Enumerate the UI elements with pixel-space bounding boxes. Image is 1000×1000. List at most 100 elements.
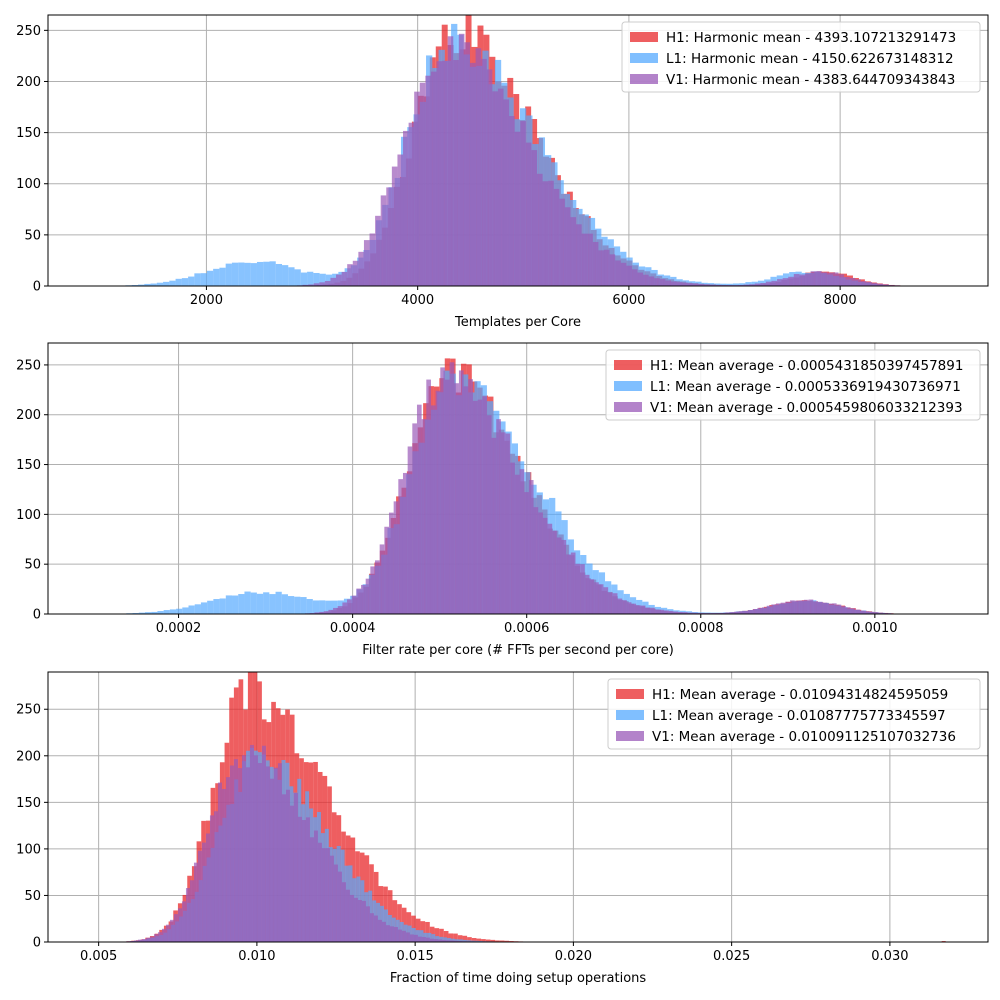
histogram-bar-H1 xyxy=(471,938,477,942)
histogram-bar-V1 xyxy=(873,612,879,614)
histogram-bar-H1 xyxy=(453,933,458,942)
histogram-bar-V1 xyxy=(277,763,282,942)
histogram-bar-V1 xyxy=(357,899,362,942)
histogram-bar-V1 xyxy=(866,282,872,286)
histogram-bar-L1 xyxy=(300,272,308,286)
histogram-bar-V1 xyxy=(771,604,777,614)
histogram-bar-V1 xyxy=(145,937,150,942)
legend-swatch-H1 xyxy=(614,360,642,370)
histogram-bar-V1 xyxy=(620,262,627,286)
histogram-bar-V1 xyxy=(225,777,230,942)
histogram-bar-V1 xyxy=(754,283,761,286)
histogram-bar-L1 xyxy=(275,591,282,614)
histogram-bar-V1 xyxy=(804,273,811,286)
histogram-bar-L1 xyxy=(250,592,257,614)
histogram-bar-V1 xyxy=(799,600,804,614)
histogram-bar-V1 xyxy=(449,362,455,614)
histogram-bar-V1 xyxy=(425,937,430,942)
histogram-bar-V1 xyxy=(197,850,202,942)
histogram-bar-V1 xyxy=(687,612,693,614)
histogram-bar-V1 xyxy=(587,233,593,286)
histogram-bar-H1 xyxy=(504,940,510,942)
histogram-bar-H1 xyxy=(485,939,491,942)
histogram-bar-L1 xyxy=(232,595,239,614)
histogram-bar-V1 xyxy=(640,605,646,614)
histogram-bar-V1 xyxy=(426,379,431,614)
histogram-bar-V1 xyxy=(678,612,683,614)
histogram-bar-V1 xyxy=(612,593,618,614)
histogram-bar-V1 xyxy=(189,880,194,942)
histogram-bar-V1 xyxy=(598,250,605,286)
histogram-bar-V1 xyxy=(384,526,389,614)
histogram-bar-V1 xyxy=(161,928,166,942)
histogram-bar-L1 xyxy=(138,284,145,286)
histogram-bar-V1 xyxy=(253,755,258,942)
histogram-bar-L1 xyxy=(175,278,182,286)
legend-swatch-L1 xyxy=(616,710,644,720)
histogram-bar-V1 xyxy=(177,908,182,942)
histogram-bar-V1 xyxy=(454,383,459,614)
histogram-bar-V1 xyxy=(141,939,146,942)
histogram-bar-V1 xyxy=(389,926,394,942)
histogram-bar-V1 xyxy=(673,611,679,614)
histogram-bar-V1 xyxy=(738,611,744,614)
histogram-bar-V1 xyxy=(850,608,856,614)
histogram-bar-V1 xyxy=(464,42,471,286)
histogram-bar-V1 xyxy=(314,612,320,614)
histogram-bar-V1 xyxy=(442,60,448,286)
histogram-bar-V1 xyxy=(369,233,376,286)
histogram-bar-V1 xyxy=(137,939,142,942)
histogram-bar-H1 xyxy=(499,940,505,942)
histogram-bar-V1 xyxy=(205,833,210,942)
histogram-bar-V1 xyxy=(749,284,755,286)
histogram-bar-V1 xyxy=(369,913,374,942)
x-tick-label: 4000 xyxy=(401,293,434,308)
histogram-bar-V1 xyxy=(810,271,817,286)
series-V1-bars xyxy=(125,744,474,942)
histogram-bar-V1 xyxy=(297,816,302,942)
histogram-bar-L1 xyxy=(319,600,326,614)
histogram-bar-V1 xyxy=(401,930,406,942)
histogram-bar-V1 xyxy=(808,599,814,614)
histogram-bar-L1 xyxy=(325,274,333,286)
histogram-bar-V1 xyxy=(375,560,380,614)
histogram-bar-V1 xyxy=(386,187,392,286)
histogram-bar-V1 xyxy=(748,610,753,614)
histogram-bar-V1 xyxy=(676,282,683,286)
histogram-bar-V1 xyxy=(592,241,599,286)
legend: H1: Mean average - 0.0005431850397457891… xyxy=(605,349,981,421)
histogram-bar-L1 xyxy=(244,591,251,614)
histogram-bar-L1 xyxy=(250,263,257,286)
histogram-bar-V1 xyxy=(771,280,778,286)
histogram-bar-V1 xyxy=(598,584,604,614)
series-V1-bars xyxy=(305,362,893,614)
histogram-bar-L1 xyxy=(150,283,157,286)
histogram-bar-V1 xyxy=(217,782,222,942)
histogram-bar-V1 xyxy=(720,612,725,614)
histogram-bar-L1 xyxy=(745,282,752,286)
histogram-bar-V1 xyxy=(710,284,716,286)
histogram-bar-V1 xyxy=(430,71,437,286)
x-axis-label: Filter rate per core (# FFTs per second … xyxy=(362,643,674,658)
histogram-bar-V1 xyxy=(693,283,699,286)
histogram-bar-L1 xyxy=(474,940,479,942)
histogram-bar-V1 xyxy=(822,602,828,614)
histogram-bar-V1 xyxy=(133,940,138,942)
histogram-bar-V1 xyxy=(313,283,320,286)
histogram-bar-L1 xyxy=(427,932,432,942)
histogram-bar-V1 xyxy=(414,91,420,286)
histogram-bar-L1 xyxy=(163,610,170,614)
histogram-bar-V1 xyxy=(609,254,616,286)
histogram-bar-V1 xyxy=(542,517,548,614)
y-tick-label: 200 xyxy=(16,75,41,90)
legend-swatch-V1 xyxy=(630,74,658,84)
histogram-bar-V1 xyxy=(201,842,206,942)
x-tick-label: 0.030 xyxy=(871,949,908,964)
histogram-bar-V1 xyxy=(285,789,290,942)
histogram-bar-V1 xyxy=(319,611,324,614)
histogram-bar-V1 xyxy=(832,272,839,286)
legend-label-V1: V1: Mean average - 0.010091125107032736 xyxy=(652,729,956,745)
histogram-bar-V1 xyxy=(589,579,595,614)
y-tick-label: 100 xyxy=(16,177,41,192)
legend: H1: Harmonic mean - 4393.107213291473 L1:… xyxy=(621,21,981,93)
